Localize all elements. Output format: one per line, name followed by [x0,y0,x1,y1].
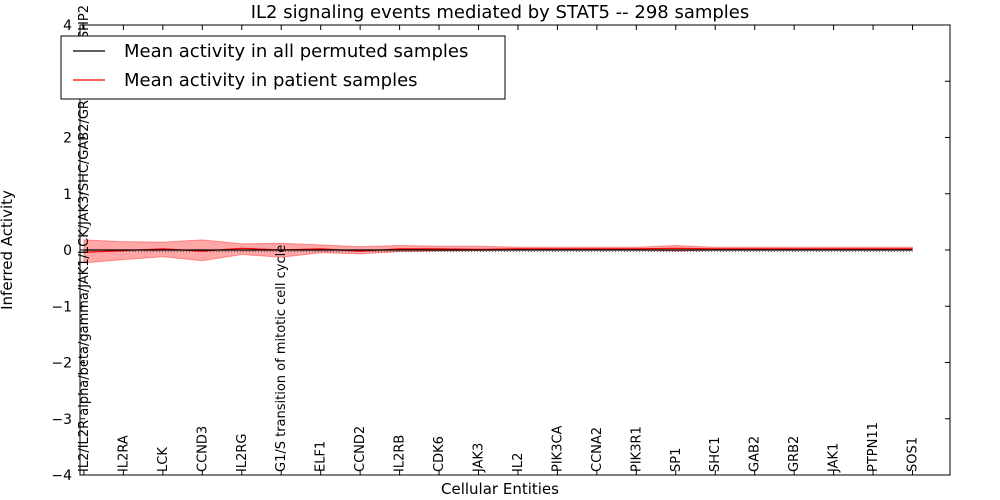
y-tick-label: 4 [63,18,72,34]
x-category-label: CDK6 [432,436,447,472]
x-category-label: IL2 [511,453,526,472]
legend: Mean activity in all permuted samples Me… [60,35,506,100]
x-category-label: IL2RA [116,435,131,472]
x-axis-category-labels: IL2/IL2R alpha/beta/gamma/JAK1/LCK/JAK3/… [77,5,921,473]
y-tick-label: 2 [63,131,72,147]
x-category-label: SHC1 [708,437,723,472]
x-category-label: CCNA2 [590,427,605,472]
series-line-layer [83,247,913,253]
x-category-label: IL2/IL2R alpha/beta/gamma/JAK1/LCK/JAK3/… [77,5,92,472]
x-category-label: SP1 [669,448,684,472]
chart-title: IL2 signaling events mediated by STAT5 -… [251,2,750,23]
legend-box [60,35,506,100]
y-axis-ticks: 43210−1−2−3−4 [51,18,950,484]
x-category-label: PIK3R1 [629,426,644,472]
x-category-label: PTPN11 [866,422,881,472]
x-category-label: PIK3CA [550,425,565,472]
x-category-label: CCND3 [195,426,210,472]
y-tick-label: 0 [63,243,72,259]
y-tick-label: −4 [51,468,72,484]
x-category-label: LCK [156,447,171,472]
x-category-label: SOS1 [906,437,921,472]
y-tick-label: −2 [51,356,72,372]
x-category-label: ELF1 [314,441,329,472]
y-axis-label: Inferred Activity [0,190,16,310]
x-category-label: JAK1 [827,443,842,473]
x-axis-ticks [83,25,914,475]
x-category-label: G1/S transition of mitotic cell cycle [274,245,289,472]
y-tick-label: −1 [51,299,72,315]
x-category-label: CCND2 [353,426,368,472]
plot-area-frame [79,24,951,476]
x-category-label: JAK3 [472,443,487,473]
y-tick-label: 1 [63,187,72,203]
x-axis-label: Cellular Entities [441,480,559,498]
x-category-label: IL2RG [235,434,250,472]
x-category-label: IL2RB [393,435,408,472]
legend-label-permuted: Mean activity in all permuted samples [124,41,468,62]
legend-label-patient: Mean activity in patient samples [124,70,418,91]
x-category-label: GRB2 [787,436,802,472]
y-tick-label: −3 [51,412,72,428]
x-category-label: GAB2 [748,436,763,472]
